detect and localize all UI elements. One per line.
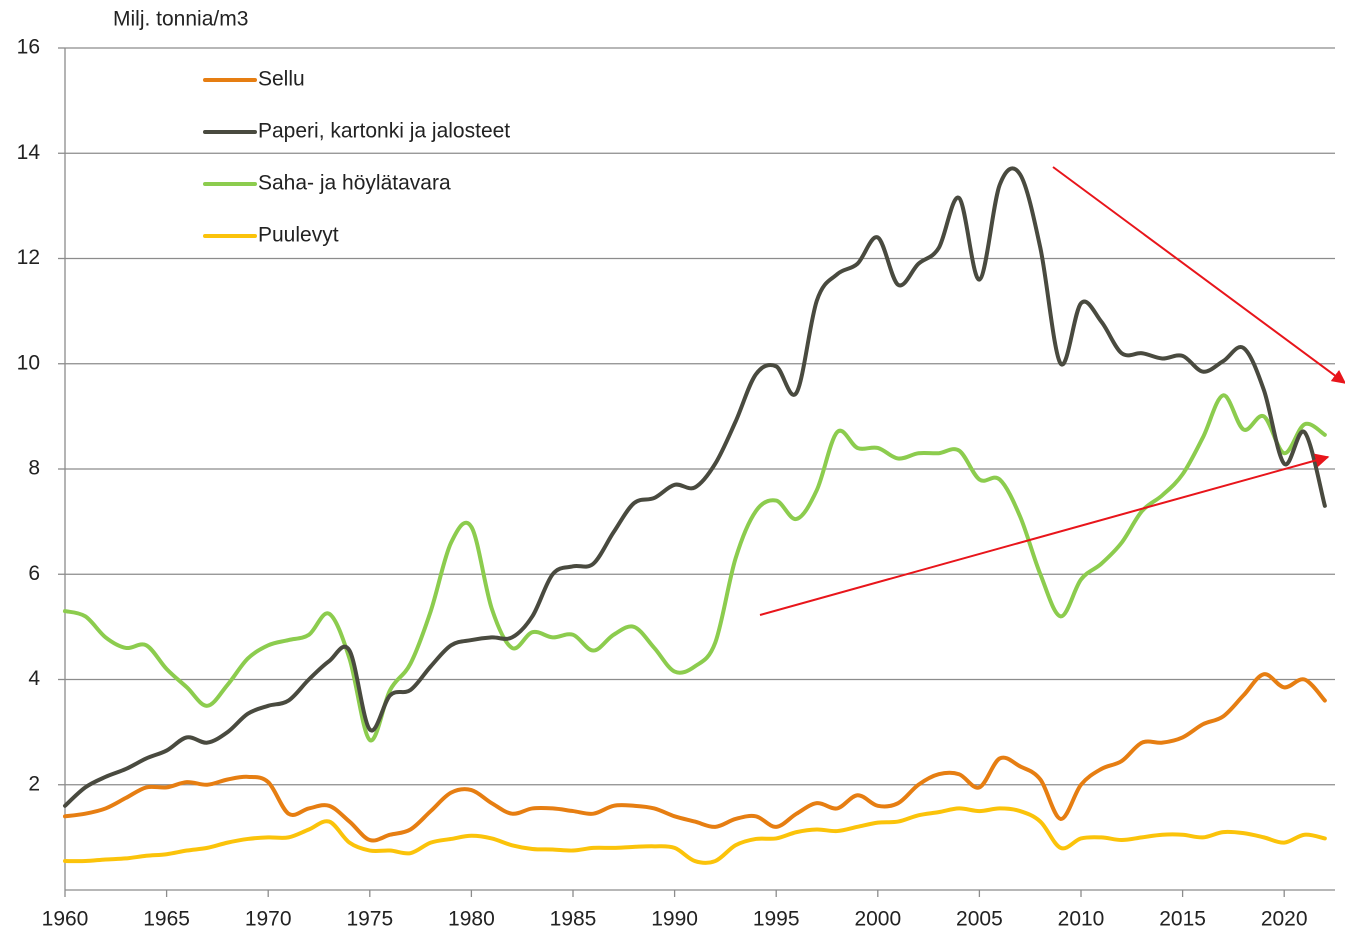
x-tick-label: 1980 [448, 908, 495, 931]
y-tick-label: 6 [28, 562, 40, 585]
series-line [63, 806, 1327, 865]
y-tick-label: 12 [17, 246, 40, 269]
trend-arrow [1052, 166, 1345, 384]
series-line [63, 672, 1327, 843]
trend-arrow [759, 453, 1330, 616]
legend-label: Puulevyt [258, 224, 339, 247]
series-line [63, 166, 1327, 808]
x-tick-label: 1960 [42, 908, 89, 931]
x-tick-label: 1965 [143, 908, 190, 931]
x-tick-label: 1970 [245, 908, 292, 931]
y-tick-label: 2 [28, 772, 40, 795]
x-tick-label: 1990 [651, 908, 698, 931]
x-tick-label: 2000 [854, 908, 901, 931]
x-tick-label: 2005 [956, 908, 1003, 931]
y-tick-label: 14 [17, 141, 41, 164]
x-tick-label: 1985 [550, 908, 597, 931]
legend-label: Sellu [258, 68, 305, 91]
legend-label: Saha- ja höylätavara [258, 172, 451, 195]
plot-area: 2 4 6 8 10 12 14 16 1960 1965 1970 1975 1980 1985 1990… [17, 36, 1335, 931]
x-tick-label: 2010 [1058, 908, 1105, 931]
x-tick-label: 2020 [1261, 908, 1308, 931]
x-tick-label: 1975 [346, 908, 393, 931]
x-tick-label: 2015 [1159, 908, 1206, 931]
y-tick-label: 4 [28, 667, 40, 690]
y-axis-label: Milj. tonnia/m3 [113, 8, 248, 31]
y-tick-label: 8 [28, 457, 40, 480]
legend-label: Paperi, kartonki ja jalosteet [258, 120, 510, 143]
y-tick-label: 16 [17, 36, 40, 59]
y-tick-label: 10 [17, 351, 40, 374]
series-line [63, 393, 1327, 743]
x-tick-label: 1995 [753, 908, 800, 931]
